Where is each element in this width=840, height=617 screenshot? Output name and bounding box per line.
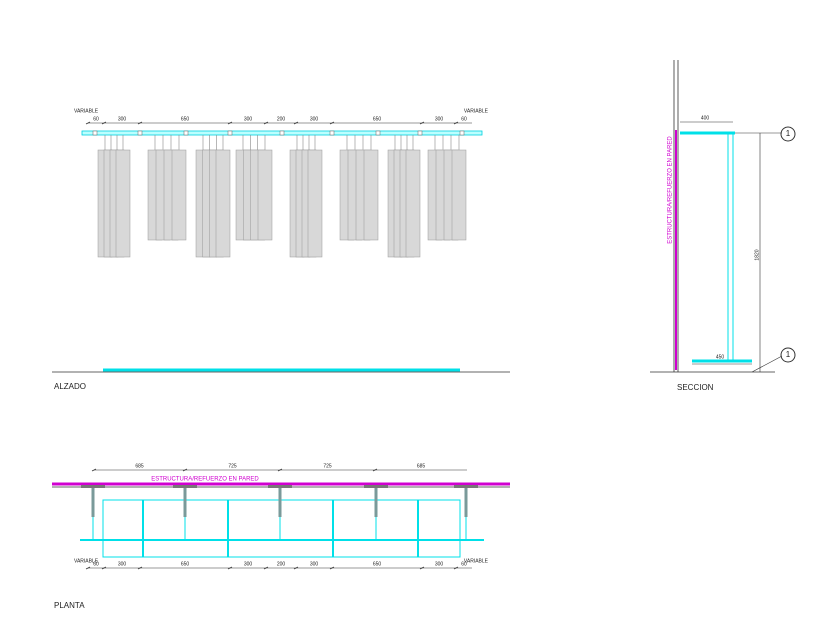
callout-label: 1	[786, 129, 791, 138]
view-label: SECCION	[677, 383, 714, 392]
post	[727, 132, 734, 361]
bracket	[183, 487, 187, 517]
rail-clip	[329, 130, 335, 136]
bracket-plate	[173, 485, 197, 488]
garment	[215, 149, 231, 258]
bracket-plate	[454, 485, 478, 488]
bracket	[91, 487, 95, 517]
dimension: 300	[244, 561, 253, 567]
garment	[171, 149, 187, 241]
dimension: 300	[435, 116, 444, 122]
garment	[363, 149, 379, 241]
tick	[101, 121, 107, 125]
dimension: 650	[373, 561, 382, 567]
tick	[329, 566, 335, 570]
dimension: 60	[93, 561, 99, 567]
rail-clip	[417, 130, 423, 136]
dimension: 650	[373, 116, 382, 122]
rail-clip	[279, 130, 285, 136]
dimension: 300	[310, 116, 319, 122]
wall-label: ESTRUCTURA/REFUERZO EN PARED	[151, 477, 259, 483]
dimension: 725	[323, 463, 332, 469]
dimension: 60	[461, 561, 467, 567]
dimension: 450	[716, 354, 725, 360]
garment	[115, 149, 131, 258]
garment	[451, 149, 467, 241]
tick	[419, 566, 425, 570]
tick	[329, 121, 335, 125]
tick	[91, 468, 97, 472]
bracket-plate	[268, 485, 292, 488]
dimension: 300	[435, 561, 444, 567]
bracket	[464, 487, 468, 517]
tick	[419, 121, 425, 125]
clothes	[92, 130, 467, 258]
callout	[780, 347, 796, 363]
dimension: 60	[93, 116, 99, 122]
garment	[257, 149, 273, 241]
dimension: 400	[701, 115, 710, 121]
tick	[137, 566, 143, 570]
rail-clip	[375, 130, 381, 136]
tick	[277, 468, 283, 472]
rail-clip	[227, 130, 233, 136]
dimension: 200	[277, 561, 286, 567]
tick	[101, 566, 107, 570]
dimension: 725	[228, 463, 237, 469]
tick	[227, 121, 233, 125]
tick	[372, 468, 378, 472]
bracket-plate	[364, 485, 388, 488]
garment	[405, 149, 421, 258]
leader	[751, 355, 783, 373]
view-label: PLANTA	[54, 601, 85, 610]
tick	[85, 121, 91, 125]
tick	[293, 566, 299, 570]
variable-label: VARIABLE	[464, 108, 489, 114]
variable-label: VARIABLE	[74, 108, 99, 114]
rail-clip	[459, 130, 465, 136]
dimension: 650	[181, 116, 190, 122]
variable-label: VARIABLE	[74, 558, 99, 564]
garment	[307, 149, 323, 258]
bracket	[374, 487, 378, 517]
tick	[182, 468, 188, 472]
tick	[263, 121, 269, 125]
tick	[137, 121, 143, 125]
wall-label: ESTRUCTURA/REFUERZO EN PARED	[668, 136, 674, 244]
dimension: 300	[118, 561, 127, 567]
dimension: 300	[310, 561, 319, 567]
rail-clip	[183, 130, 189, 136]
dimension: 650	[181, 561, 190, 567]
tick	[227, 566, 233, 570]
variable-label: VARIABLE	[464, 558, 489, 564]
tick	[263, 566, 269, 570]
dimension: 60	[461, 116, 467, 122]
rail-clip	[137, 130, 143, 136]
bracket-plate	[81, 485, 105, 488]
tick	[453, 566, 459, 570]
view-label: ALZADO	[54, 382, 86, 391]
callout	[780, 126, 796, 142]
dimension: 200	[277, 116, 286, 122]
tick	[85, 566, 91, 570]
dimension: 1820	[754, 249, 760, 260]
tick	[453, 121, 459, 125]
bracket	[278, 487, 282, 517]
rail-clip	[92, 130, 98, 136]
dimension: 300	[244, 116, 253, 122]
dimension: 685	[417, 463, 426, 469]
dimension: 685	[135, 463, 144, 469]
planta-parts	[81, 485, 478, 557]
dimension: 300	[118, 116, 127, 122]
callout-label: 1	[786, 350, 791, 359]
tick	[293, 121, 299, 125]
